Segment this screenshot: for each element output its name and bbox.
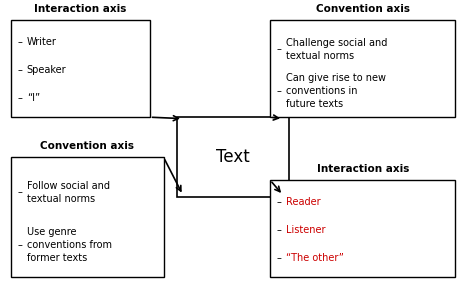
Bar xyxy=(11,20,150,117)
Text: Speaker: Speaker xyxy=(27,65,67,75)
Text: Text: Text xyxy=(216,148,250,166)
Text: –: – xyxy=(277,225,282,235)
Text: Convention axis: Convention axis xyxy=(40,141,134,151)
Text: –: – xyxy=(18,93,22,103)
Bar xyxy=(11,157,164,277)
Text: Use genre
conventions from
former texts: Use genre conventions from former texts xyxy=(27,227,112,263)
Text: Writer: Writer xyxy=(27,37,57,48)
Text: –: – xyxy=(277,197,282,207)
Text: Challenge social and
textual norms: Challenge social and textual norms xyxy=(286,38,388,61)
Text: Reader: Reader xyxy=(286,197,321,207)
Bar xyxy=(270,180,455,277)
Bar xyxy=(178,117,288,197)
Text: –: – xyxy=(18,240,22,250)
Text: –: – xyxy=(277,86,282,96)
Text: Follow social and
textual norms: Follow social and textual norms xyxy=(27,181,110,204)
Text: Convention axis: Convention axis xyxy=(315,4,410,14)
Text: –: – xyxy=(18,65,22,75)
Text: –: – xyxy=(277,253,282,263)
Text: “I”: “I” xyxy=(27,93,40,103)
Text: Interaction axis: Interaction axis xyxy=(316,164,409,174)
Text: “The other”: “The other” xyxy=(286,253,344,263)
Text: Can give rise to new
conventions in
future texts: Can give rise to new conventions in futu… xyxy=(286,73,386,108)
Text: Interaction axis: Interaction axis xyxy=(34,4,126,14)
Text: –: – xyxy=(18,187,22,197)
Text: –: – xyxy=(18,37,22,48)
Text: –: – xyxy=(277,44,282,54)
Bar xyxy=(270,20,455,117)
Text: Listener: Listener xyxy=(286,225,326,235)
